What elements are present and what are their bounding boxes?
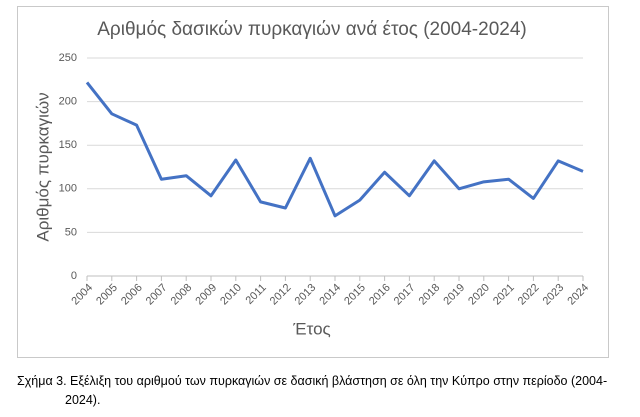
- y-tick-label: 250: [59, 52, 77, 64]
- chart-frame: [17, 6, 609, 358]
- data-line: [85, 81, 584, 218]
- chart-title: Αριθμός δασικών πυρκαγιών ανά έτος (2004…: [97, 19, 526, 40]
- caption: Σχήμα 3. Εξέλιξη του αριθμού των πυρκαγι…: [17, 374, 608, 407]
- y-tick-label: 0: [71, 270, 77, 282]
- y-tick-label: 100: [59, 183, 77, 195]
- y-tick-label: 200: [59, 96, 77, 108]
- y-tick-label: 150: [59, 139, 77, 151]
- y-tick-label: 50: [65, 226, 77, 238]
- x-axis-label: Έτος: [292, 319, 330, 338]
- y-axis-label: Αριθμός πυρκαγιών: [33, 92, 52, 241]
